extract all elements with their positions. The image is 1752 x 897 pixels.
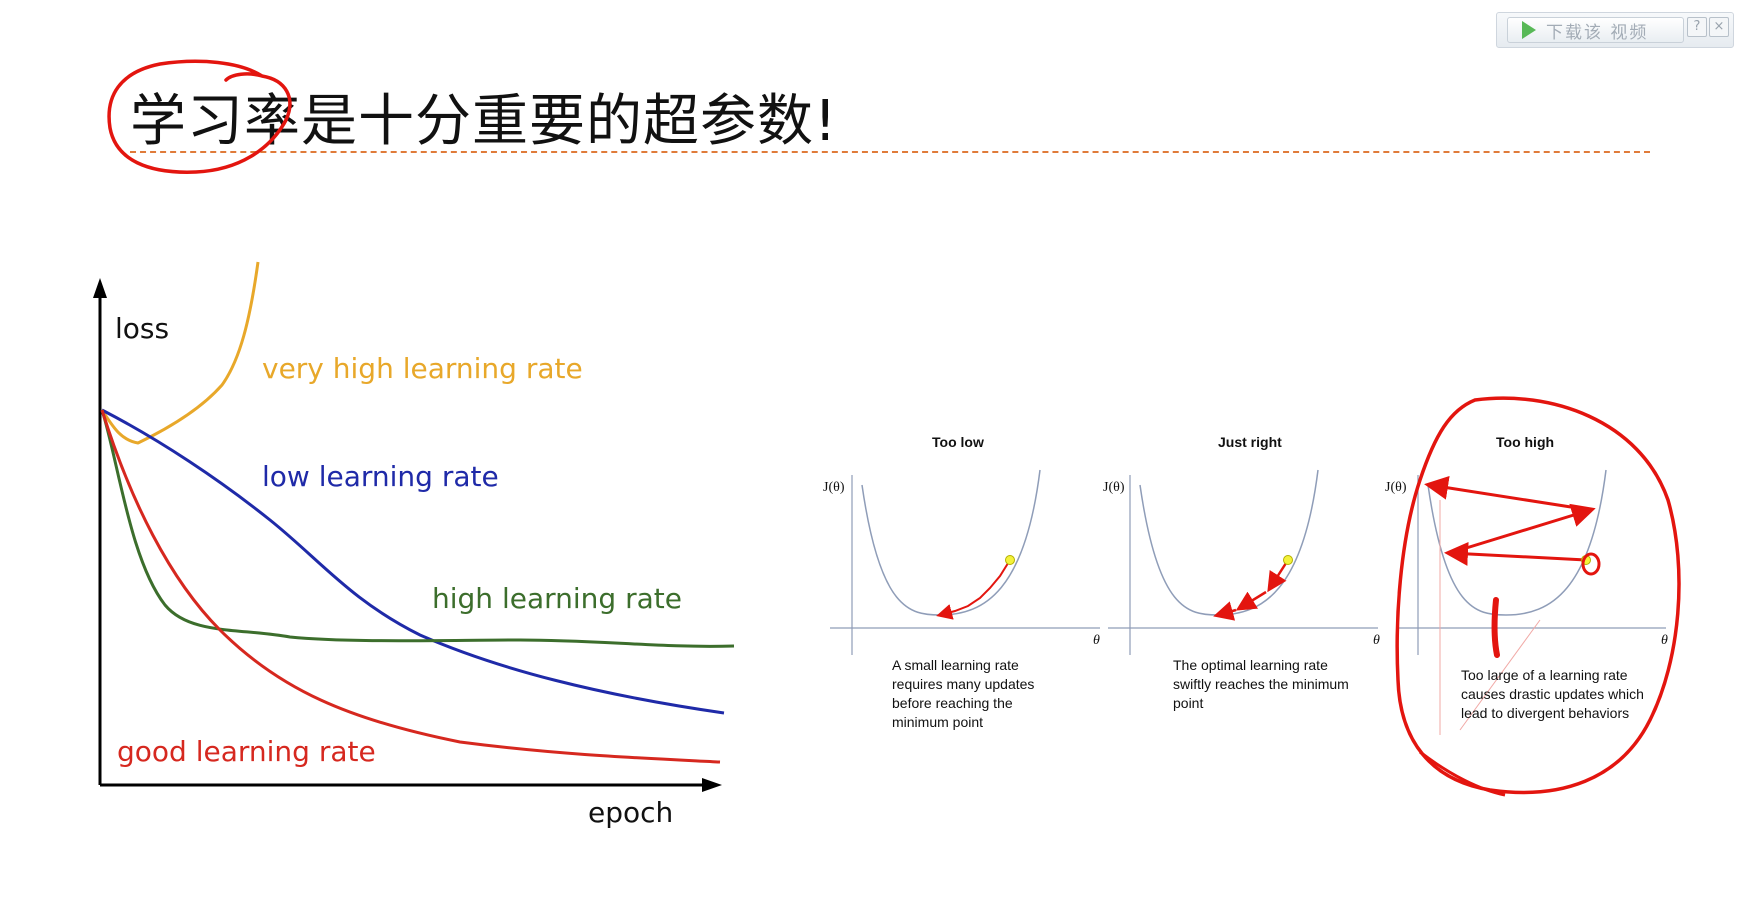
theta-label-2: θ [1373,633,1380,648]
panel-too-low [830,469,1100,655]
theta-label-3: θ [1661,633,1668,648]
gradient-descent-panels [830,469,1666,735]
video-download-toolbar: 下载该 视频 ? × [1496,12,1734,48]
panel-just-right [1108,469,1378,655]
curve-high [100,409,735,648]
low-lr-label: low learning rate [262,460,499,493]
j-theta-label-1: J(θ) [823,480,845,495]
y-axis-arrow-icon [93,278,107,298]
epoch-axis-label: epoch [588,796,674,829]
j-theta-label-3: J(θ) [1385,480,1407,495]
annotation-tail [1419,750,1506,797]
x-axis-arrow-icon [702,778,722,792]
play-icon [1522,21,1536,39]
high-lr-label: high learning rate [432,582,682,615]
panel-title-too-high: Too high [1496,434,1555,450]
download-video-label: 下载该 视频 [1546,22,1649,43]
curve-good [100,409,721,764]
good-lr-label: good learning rate [117,735,376,768]
caption-too-high: Too large of a learning rate causes dras… [1461,667,1644,721]
panel-too-high [1396,469,1666,735]
curve-very-high [100,261,260,445]
curve-low [101,408,725,715]
loss-epoch-diagram [93,261,735,792]
loss-axis-label: loss [115,312,170,345]
caption-just-right: The optimal learning rate swiftly reache… [1173,657,1349,711]
caption-too-low: A small learning rate requires many upda… [892,657,1035,730]
too-high-annotation-circle [1395,396,1681,795]
help-button[interactable]: ? [1687,17,1707,37]
panel-title-just-right: Just right [1218,434,1282,450]
j-theta-label-2: J(θ) [1103,480,1125,495]
close-button[interactable]: × [1709,17,1729,37]
slide-title: 学习率是十分重要的超参数! [130,89,838,154]
download-video-button[interactable]: 下载该 视频 [1507,17,1684,43]
title-annotation-circle [107,59,292,174]
theta-label-1: θ [1093,633,1100,648]
title-divider [130,151,1650,153]
very-high-lr-label: very high learning rate [262,352,583,385]
panel-title-too-low: Too low [932,434,984,450]
annotation-mark [1491,597,1500,658]
start-point-annotation-ring [1581,552,1601,576]
